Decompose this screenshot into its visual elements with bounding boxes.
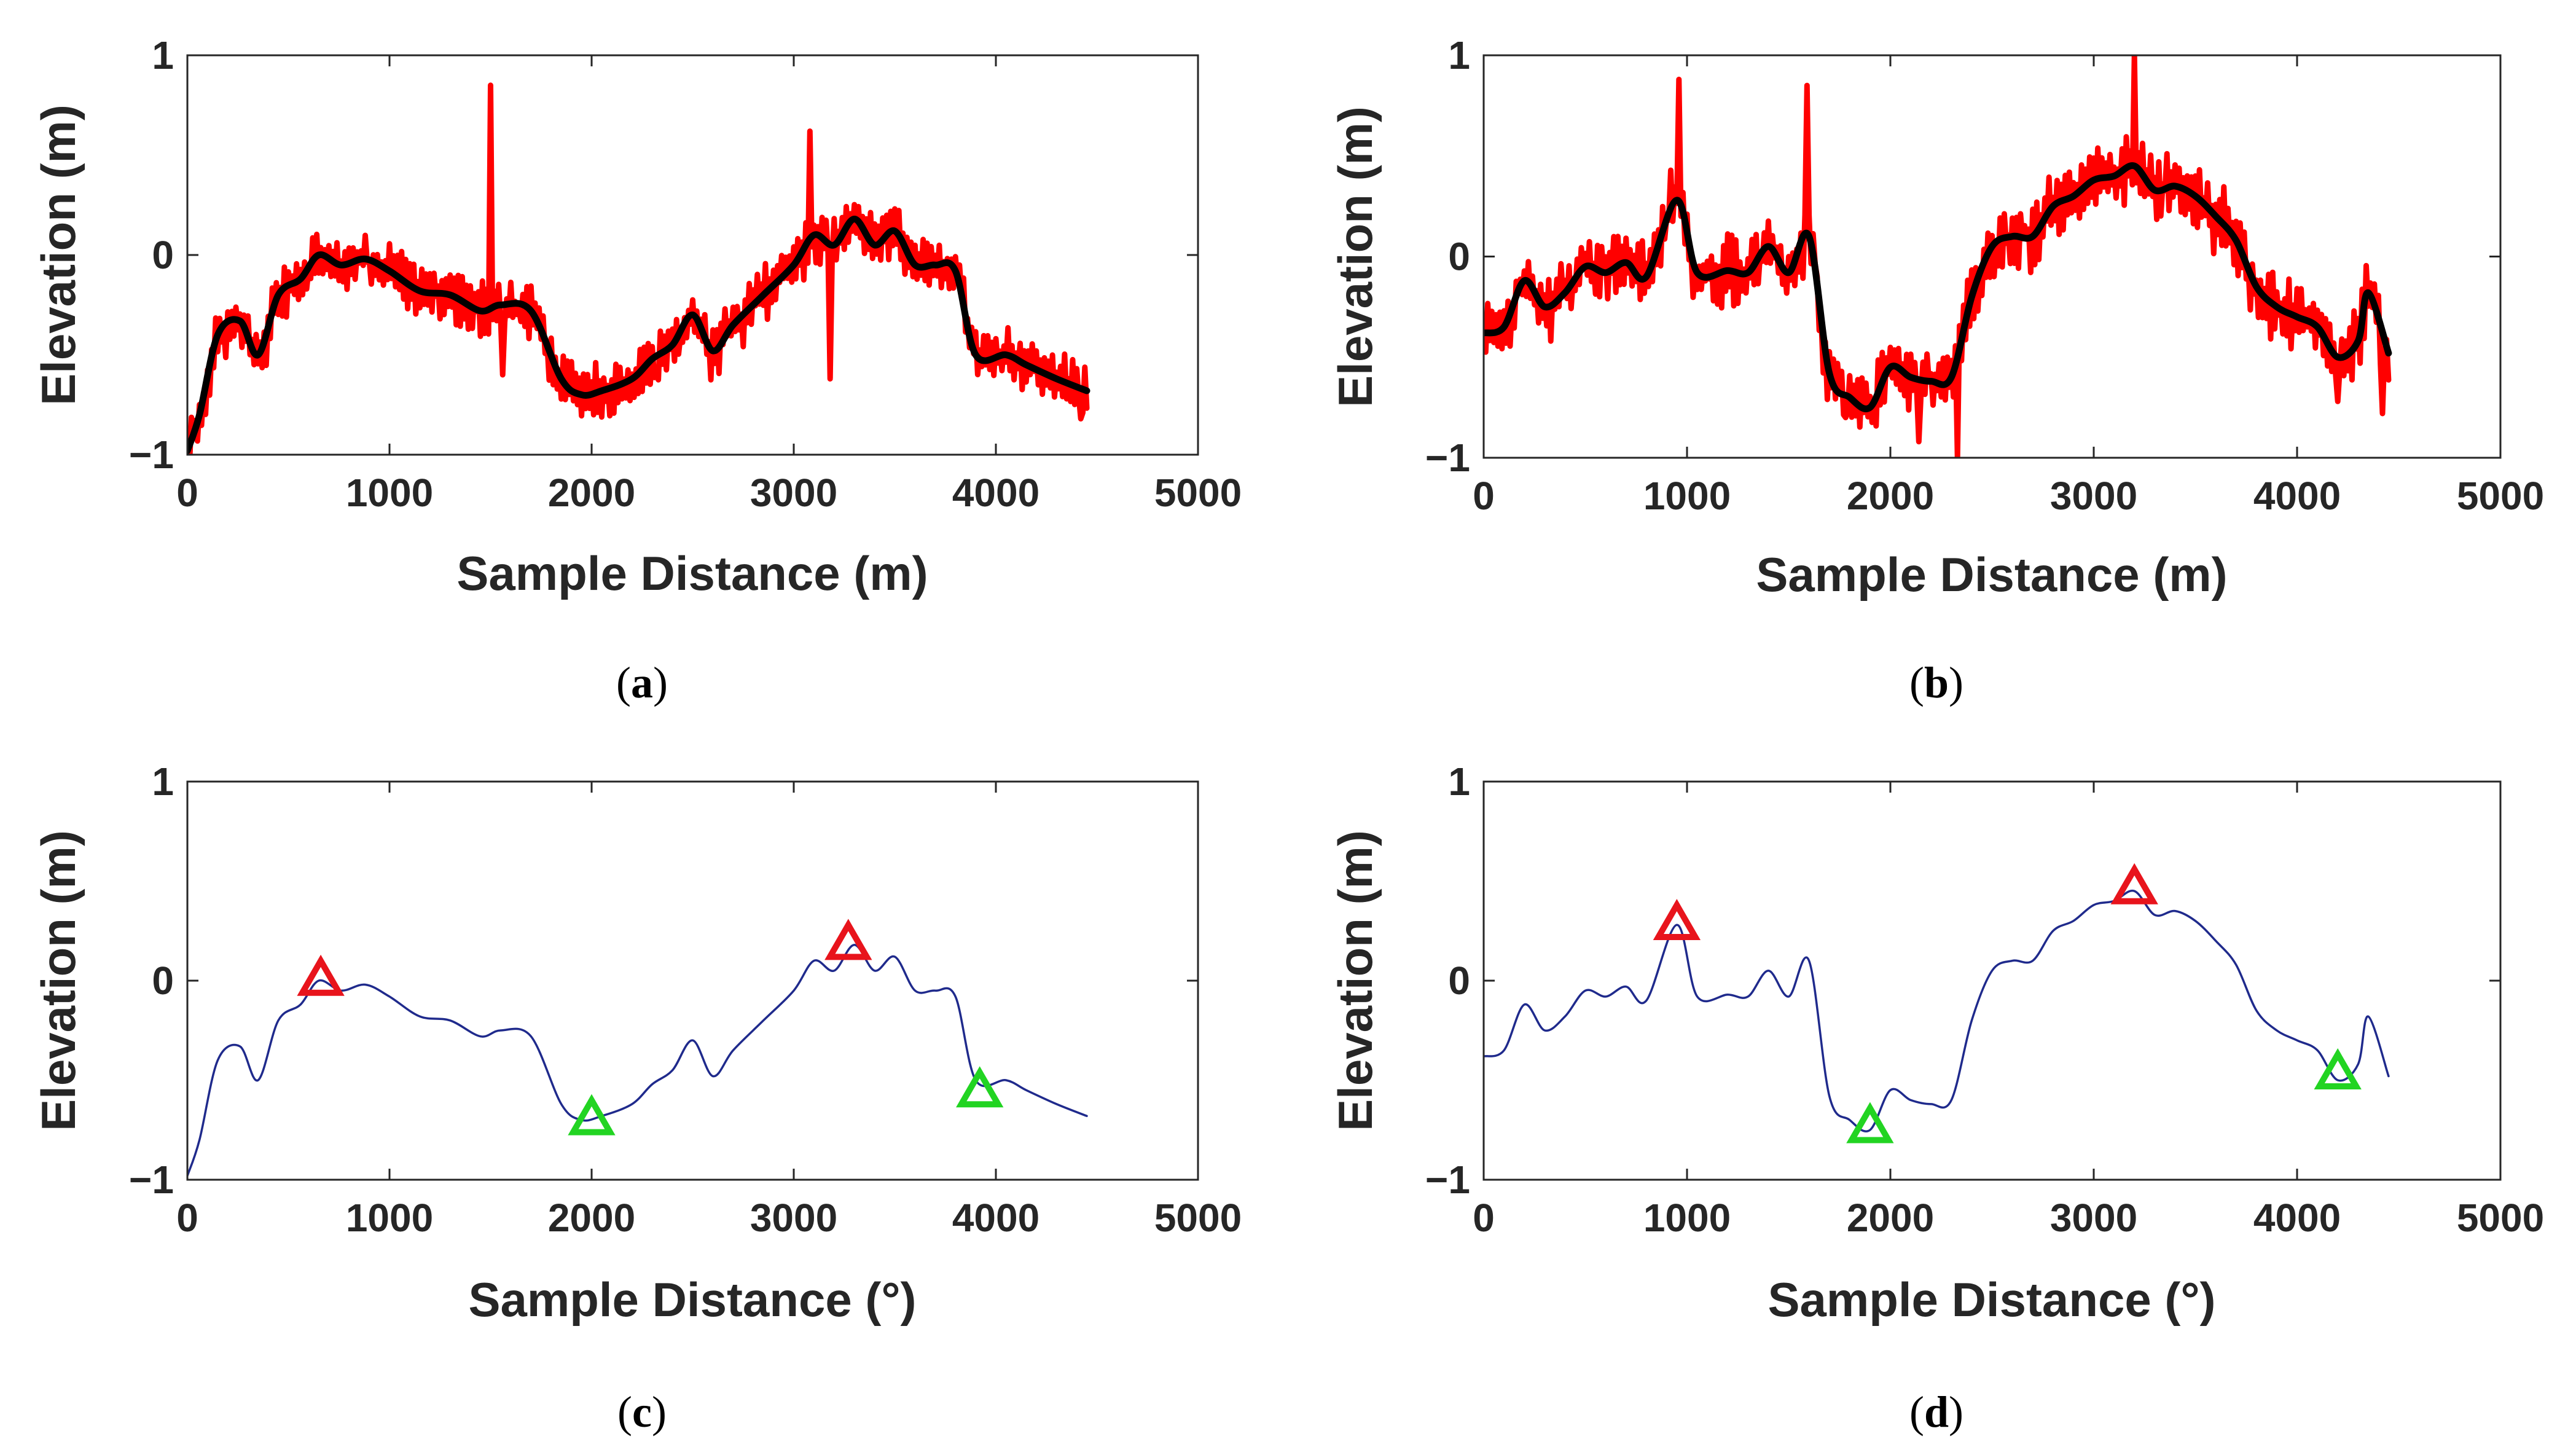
panel-d-series-smoothed-profile (1484, 889, 2390, 1132)
panel-b-ytick-label-1: 0 (1448, 235, 1470, 279)
panel-d-xtick-label-5: 5000 (2457, 1196, 2544, 1240)
panel-b-series-smoothed-elevation (1484, 162, 2392, 412)
panel-c-xtick-label-3: 3000 (750, 1196, 837, 1240)
panel-b-xtick-label-2: 2000 (1847, 474, 1934, 518)
panel-d-xtick-label-2: 2000 (1847, 1196, 1934, 1240)
panel-c-axes-box (186, 780, 1199, 1181)
panel-a-ytick-label-0: −1 (129, 433, 174, 477)
panel-c-peak-marker-0 (297, 954, 345, 996)
panel-c-caption: (c) (617, 1387, 667, 1437)
panel-a-ylabel: Elevation (m) (31, 104, 85, 406)
panel-b-caption: (b) (1909, 658, 1963, 707)
panel-c-ytick-label-0: −1 (129, 1158, 174, 1202)
panel-d-xlabel: Sample Distance (°) (1768, 1273, 2215, 1327)
panel-c-trough-marker-2 (568, 1094, 616, 1135)
panel-a-xlabel: Sample Distance (m) (456, 546, 928, 600)
panel-c-ytick-label-2: 1 (152, 759, 174, 804)
panel-b-xtick-label-3: 3000 (2050, 474, 2137, 518)
panel-a-series-smoothed-elevation (187, 216, 1090, 454)
panel-a-xtick-label-5: 5000 (1154, 471, 1242, 515)
panel-c-trough-marker-3 (956, 1066, 1004, 1108)
panel-d: 0 1000 2000 3000 4000 5000−101 Sample Distanc… (1328, 759, 2544, 1437)
panel-d-plot: 0 1000 2000 3000 4000 5000−101 (1425, 759, 2544, 1240)
panel-d-xtick-label-1: 1000 (1643, 1196, 1731, 1240)
panel-a-plot: 0 1000 2000 3000 4000 5000−101 (129, 33, 1242, 515)
panel-d-ytick-label-2: 1 (1448, 759, 1470, 804)
panel-b-xtick-label-1: 1000 (1643, 474, 1731, 518)
panel-b-xtick-label-0: 0 (1473, 474, 1495, 518)
panel-a: 0 1000 2000 3000 4000 5000−101 Sample Distanc… (31, 33, 1242, 707)
panel-a-ytick-label-1: 0 (152, 233, 174, 277)
panel-c-ylabel: Elevation (m) (31, 830, 85, 1131)
panel-c-xtick-label-0: 0 (176, 1196, 198, 1240)
panel-b-xlabel: Sample Distance (m) (1756, 547, 2227, 602)
panel-c-peak-marker-1 (824, 919, 872, 960)
panel-d-ylabel: Elevation (m) (1328, 830, 1382, 1131)
panel-c-xtick-label-1: 1000 (346, 1196, 433, 1240)
panel-d-ytick-label-1: 0 (1448, 959, 1470, 1003)
panel-c-xtick-label-2: 2000 (548, 1196, 635, 1240)
panel-d-xtick-label-3: 3000 (2050, 1196, 2137, 1240)
panel-d-caption-letter: d (1924, 1387, 1949, 1437)
panel-d-peak-marker-0 (1653, 898, 1701, 940)
panel-b-xtick-label-4: 4000 (2253, 474, 2341, 518)
panel-a-xtick-label-2: 2000 (548, 471, 635, 515)
panel-a-xtick-label-1: 1000 (346, 471, 433, 515)
panel-a-caption: (a) (616, 658, 668, 707)
panel-a-caption-letter: a (631, 658, 653, 707)
panel-c-xlabel: Sample Distance (°) (468, 1273, 916, 1327)
panel-c: 0 1000 2000 3000 4000 5000−101 Sample Distanc… (31, 759, 1242, 1437)
panel-b-series-raw-elevation (1484, 55, 2392, 458)
panel-d-axes-box (1482, 780, 2502, 1181)
panel-d-caption: (d) (1909, 1387, 1963, 1437)
panel-b-xtick-label-5: 5000 (2457, 474, 2544, 518)
panel-b: 0 1000 2000 3000 4000 5000−101 Sample Distanc… (1328, 33, 2544, 707)
panel-d-peak-marker-1 (2110, 863, 2158, 904)
panel-c-xtick-label-4: 4000 (952, 1196, 1039, 1240)
panel-d-xtick-label-4: 4000 (2253, 1196, 2341, 1240)
panel-a-series-raw-elevation (187, 82, 1090, 455)
panel-a-xtick-label-4: 4000 (952, 471, 1039, 515)
panel-d-xtick-label-0: 0 (1473, 1196, 1495, 1240)
panel-b-caption-letter: b (1924, 658, 1949, 707)
panel-a-xtick-label-0: 0 (176, 471, 198, 515)
panel-c-caption-letter: c (632, 1387, 652, 1437)
panel-d-ytick-label-0: −1 (1425, 1158, 1470, 1202)
panel-b-ylabel: Elevation (m) (1328, 106, 1382, 407)
panel-b-ytick-label-2: 1 (1448, 33, 1470, 77)
panel-c-plot: 0 1000 2000 3000 4000 5000−101 (129, 759, 1242, 1240)
panel-c-ytick-label-1: 0 (152, 959, 174, 1003)
panel-c-xtick-label-5: 5000 (1154, 1196, 1242, 1240)
panel-d-trough-marker-2 (1846, 1102, 1894, 1143)
panel-d-trough-marker-3 (2314, 1048, 2362, 1089)
panel-b-plot: 0 1000 2000 3000 4000 5000−101 (1425, 33, 2544, 518)
panel-a-xtick-label-3: 3000 (750, 471, 837, 515)
panel-a-ytick-label-2: 1 (152, 33, 174, 77)
panel-c-series-smoothed-profile (187, 943, 1088, 1177)
panel-b-ytick-label-0: −1 (1425, 436, 1470, 480)
